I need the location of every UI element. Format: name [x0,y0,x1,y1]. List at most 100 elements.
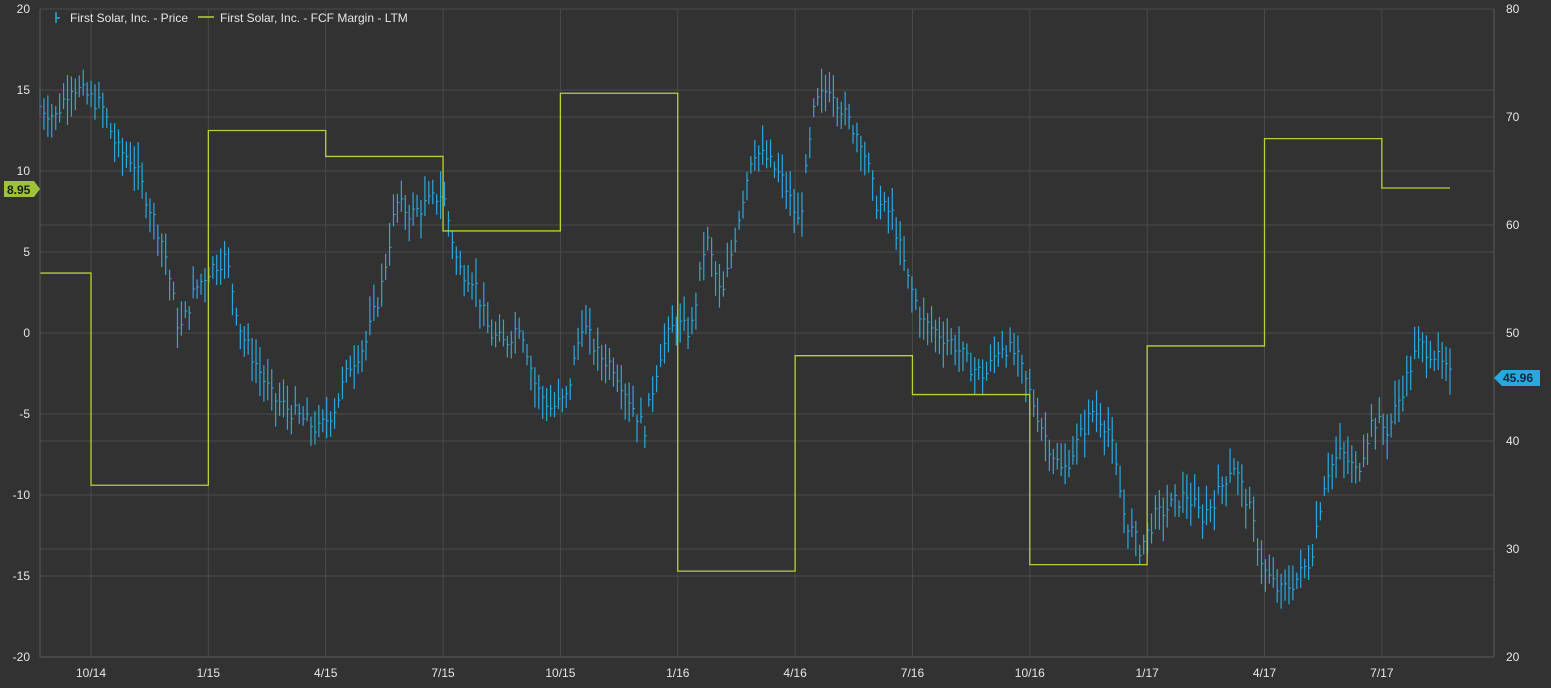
price-ohlc-bar [451,231,455,260]
price-ohlc-bar [793,188,797,234]
price-ohlc-bar [1260,540,1264,585]
price-ohlc-bar [322,409,325,433]
price-ohlc-bar [239,323,243,350]
price-ohlc-bar [1213,490,1217,531]
price-ohlc-bar [94,84,97,120]
price-ohlc-bar [691,307,694,335]
price-ohlc-bar [353,345,357,389]
x-tick-label: 4/15 [314,666,338,680]
price-ohlc-bar [762,125,765,165]
price-ohlc-bar [1394,380,1398,425]
price-ohlc-bar [365,330,368,361]
price-ohlc-bar [683,296,687,332]
price-ohlc-bar [518,317,522,339]
price-ohlc-bar [730,239,734,269]
left-tick-label: -15 [13,569,31,583]
price-ohlc-bar [742,190,746,219]
price-ohlc-bar [1339,422,1343,460]
price-ohlc-bar [887,196,891,234]
price-ohlc-bar [864,141,867,176]
price-ohlc-bar [997,341,1001,367]
price-ohlc-bar [777,152,781,183]
price-ohlc-bar [66,74,70,126]
price-ohlc-bar [942,321,946,368]
price-ohlc-bar [1150,513,1154,544]
price-ohlc-bar [278,382,282,416]
right-badge-value: 45.96 [1503,371,1533,385]
price-ohlc-bar [1327,452,1331,493]
price-ohlc-bar [667,316,671,353]
price-ohlc-bar [903,236,907,271]
price-ohlc-bar [840,101,844,130]
price-ohlc-bar [1166,484,1170,528]
price-ohlc-bar [400,180,404,212]
price-ohlc-bar [597,327,600,371]
price-ohlc-bar [930,305,934,343]
price-ohlc-bar [1272,557,1276,588]
price-ohlc-bar [1009,327,1013,353]
left-badge-value: 8.95 [7,183,31,197]
price-ohlc-bar [1135,520,1138,557]
price-ohlc-bar [487,301,490,334]
price-ohlc-bar [59,93,62,123]
price-ohlc-bar [1253,496,1256,542]
price-ohlc-bar [828,71,832,103]
price-ohlc-bar [754,139,757,171]
left-tick-label: 5 [23,245,30,259]
price-ohlc-bar [1190,482,1193,526]
price-ohlc-bar [1433,350,1437,372]
left-tick-label: 0 [23,326,30,340]
price-ohlc-bar [212,256,215,279]
price-ohlc-bar [1268,554,1272,584]
price-ohlc-bar [145,192,149,219]
price-ohlc-bar [699,261,702,281]
price-ohlc-bar [989,344,993,372]
price-ohlc-bar [978,358,981,380]
price-ohlc-bar [718,263,722,308]
price-ohlc-bar [954,334,958,366]
price-ohlc-bar [601,344,604,381]
price-ohlc-bar [494,321,498,348]
price-ohlc-bar [1382,413,1386,445]
price-ohlc-bar [141,162,145,199]
price-ohlc-bar [1182,471,1185,513]
price-ohlc-bar [766,140,769,169]
price-ohlc-bar [577,327,581,361]
price-ohlc-bar [1276,568,1280,603]
price-ohlc-bar [1249,486,1252,510]
price-ohlc-bar [1080,414,1083,437]
gridlines [40,8,1494,658]
price-ohlc-bar [102,92,105,129]
price-ohlc-bar [832,75,836,118]
price-ohlc-bar [946,318,950,356]
right-tick-label: 60 [1506,218,1520,232]
price-ohlc-bar [1417,326,1421,359]
price-ohlc-bar [1001,330,1005,359]
price-ohlc-bar [1127,524,1130,549]
price-ohlc-bar [1378,397,1382,424]
price-ohlc-bar [797,192,801,225]
price-ohlc-bar [785,172,789,209]
price-ohlc-bar [1178,500,1181,517]
price-ohlc-bar [844,91,848,126]
price-ohlc-bar [1343,441,1346,479]
price-ohlc-bar [801,192,804,237]
price-ohlc-bar [227,247,231,278]
price-ohlc-bar [923,297,926,340]
price-ohlc-bar [1374,417,1378,450]
price-ohlc-bar [620,365,624,410]
price-ohlc-bar [192,266,196,299]
price-ohlc-bar [958,326,962,372]
price-ohlc-bar [1229,448,1233,483]
price-ohlc-bar [711,237,714,277]
price-ohlc-bar [1052,448,1056,474]
price-ohlc-bar [188,306,192,330]
price-ohlc-bar [90,80,94,108]
price-ohlc-bar [1284,569,1288,601]
fcf-step-line [40,92,1450,572]
price-ohlc-bar [1084,409,1087,458]
price-ohlc-bar [1359,462,1362,482]
price-ohlc-bar [1347,436,1350,475]
price-ohlc-bar [872,170,875,201]
